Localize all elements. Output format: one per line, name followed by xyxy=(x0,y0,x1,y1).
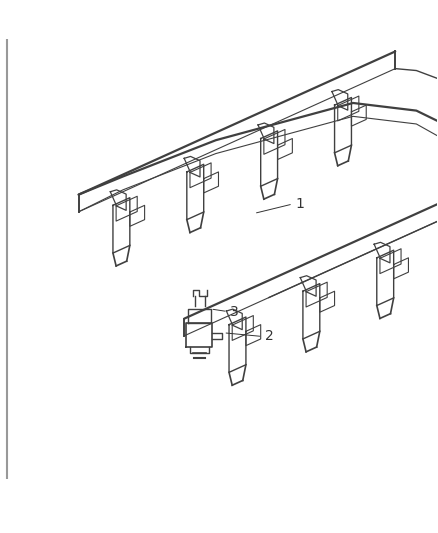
Text: 2: 2 xyxy=(265,329,273,343)
Text: 3: 3 xyxy=(230,304,239,319)
Text: 1: 1 xyxy=(295,197,304,211)
